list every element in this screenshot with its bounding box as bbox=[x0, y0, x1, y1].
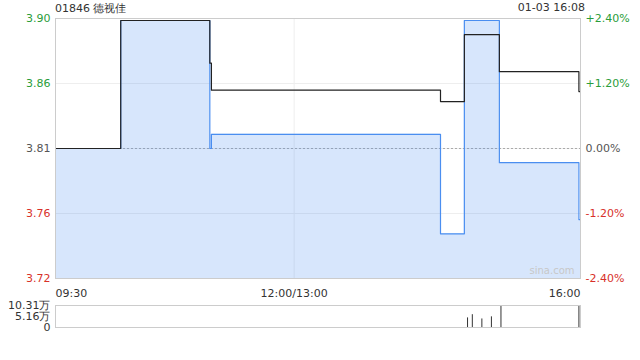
svg-text:12:00/13:00: 12:00/13:00 bbox=[261, 287, 328, 300]
svg-text:10.31万: 10.31万 bbox=[8, 299, 51, 312]
svg-text:+1.20%: +1.20% bbox=[586, 77, 630, 90]
svg-text:09:30: 09:30 bbox=[56, 287, 88, 300]
html-text:01-03 16:08: 01-03 16:08 bbox=[517, 1, 585, 14]
html-text:01846 德视佳: 01846 德视佳 bbox=[55, 2, 127, 15]
svg-text:-2.40%: -2.40% bbox=[586, 272, 625, 285]
svg-text:3.72: 3.72 bbox=[26, 272, 51, 285]
svg-text:0: 0 bbox=[44, 321, 51, 334]
svg-text:16:00: 16:00 bbox=[549, 287, 581, 300]
svg-text:-1.20%: -1.20% bbox=[586, 207, 625, 220]
svg-text:0.00%: 0.00% bbox=[586, 142, 621, 155]
svg-text:3.76: 3.76 bbox=[26, 207, 51, 220]
svg-text:3.90: 3.90 bbox=[26, 12, 51, 25]
svg-text:5.16万: 5.16万 bbox=[15, 310, 51, 323]
svg-text:3.86: 3.86 bbox=[26, 77, 51, 90]
svg-text:sina.com: sina.com bbox=[530, 265, 575, 276]
svg-text:+2.40%: +2.40% bbox=[586, 12, 630, 25]
svg-text:3.81: 3.81 bbox=[26, 142, 51, 155]
